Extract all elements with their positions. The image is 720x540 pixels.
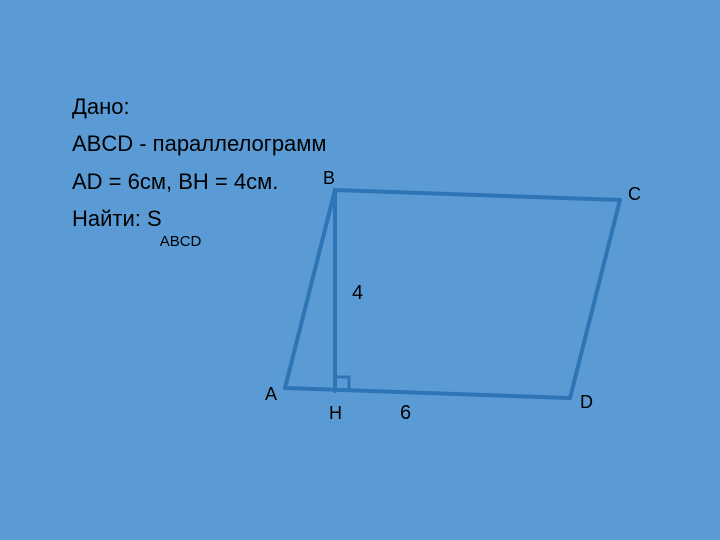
side-DA — [285, 388, 570, 398]
geometry-figure — [0, 0, 720, 540]
parallelogram — [285, 190, 620, 398]
point-label-D: D — [580, 392, 593, 413]
side-BC — [335, 190, 620, 200]
point-label-A: A — [265, 384, 277, 405]
point-label-B: B — [323, 168, 335, 189]
side-AB — [285, 190, 335, 388]
point-label-H: H — [329, 403, 342, 424]
point-label-C: C — [628, 184, 641, 205]
side-CD — [570, 200, 620, 398]
dimension-base: 6 — [400, 402, 411, 425]
dimension-height: 4 — [352, 282, 363, 305]
